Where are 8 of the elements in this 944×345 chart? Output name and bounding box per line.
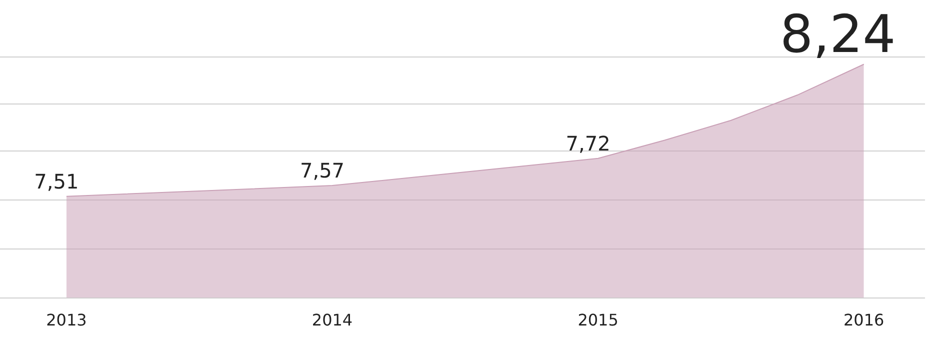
data-label: 7,57 [300,158,345,183]
x-tick-label: 2013 [46,310,87,330]
x-tick-label: 2014 [312,310,353,330]
data-label: 7,51 [34,169,79,194]
x-tick-label: 2015 [578,310,618,330]
x-tick-label: 2016 [844,310,884,330]
data-label: 7,72 [566,131,610,156]
data-label: 8,24 [780,5,896,66]
